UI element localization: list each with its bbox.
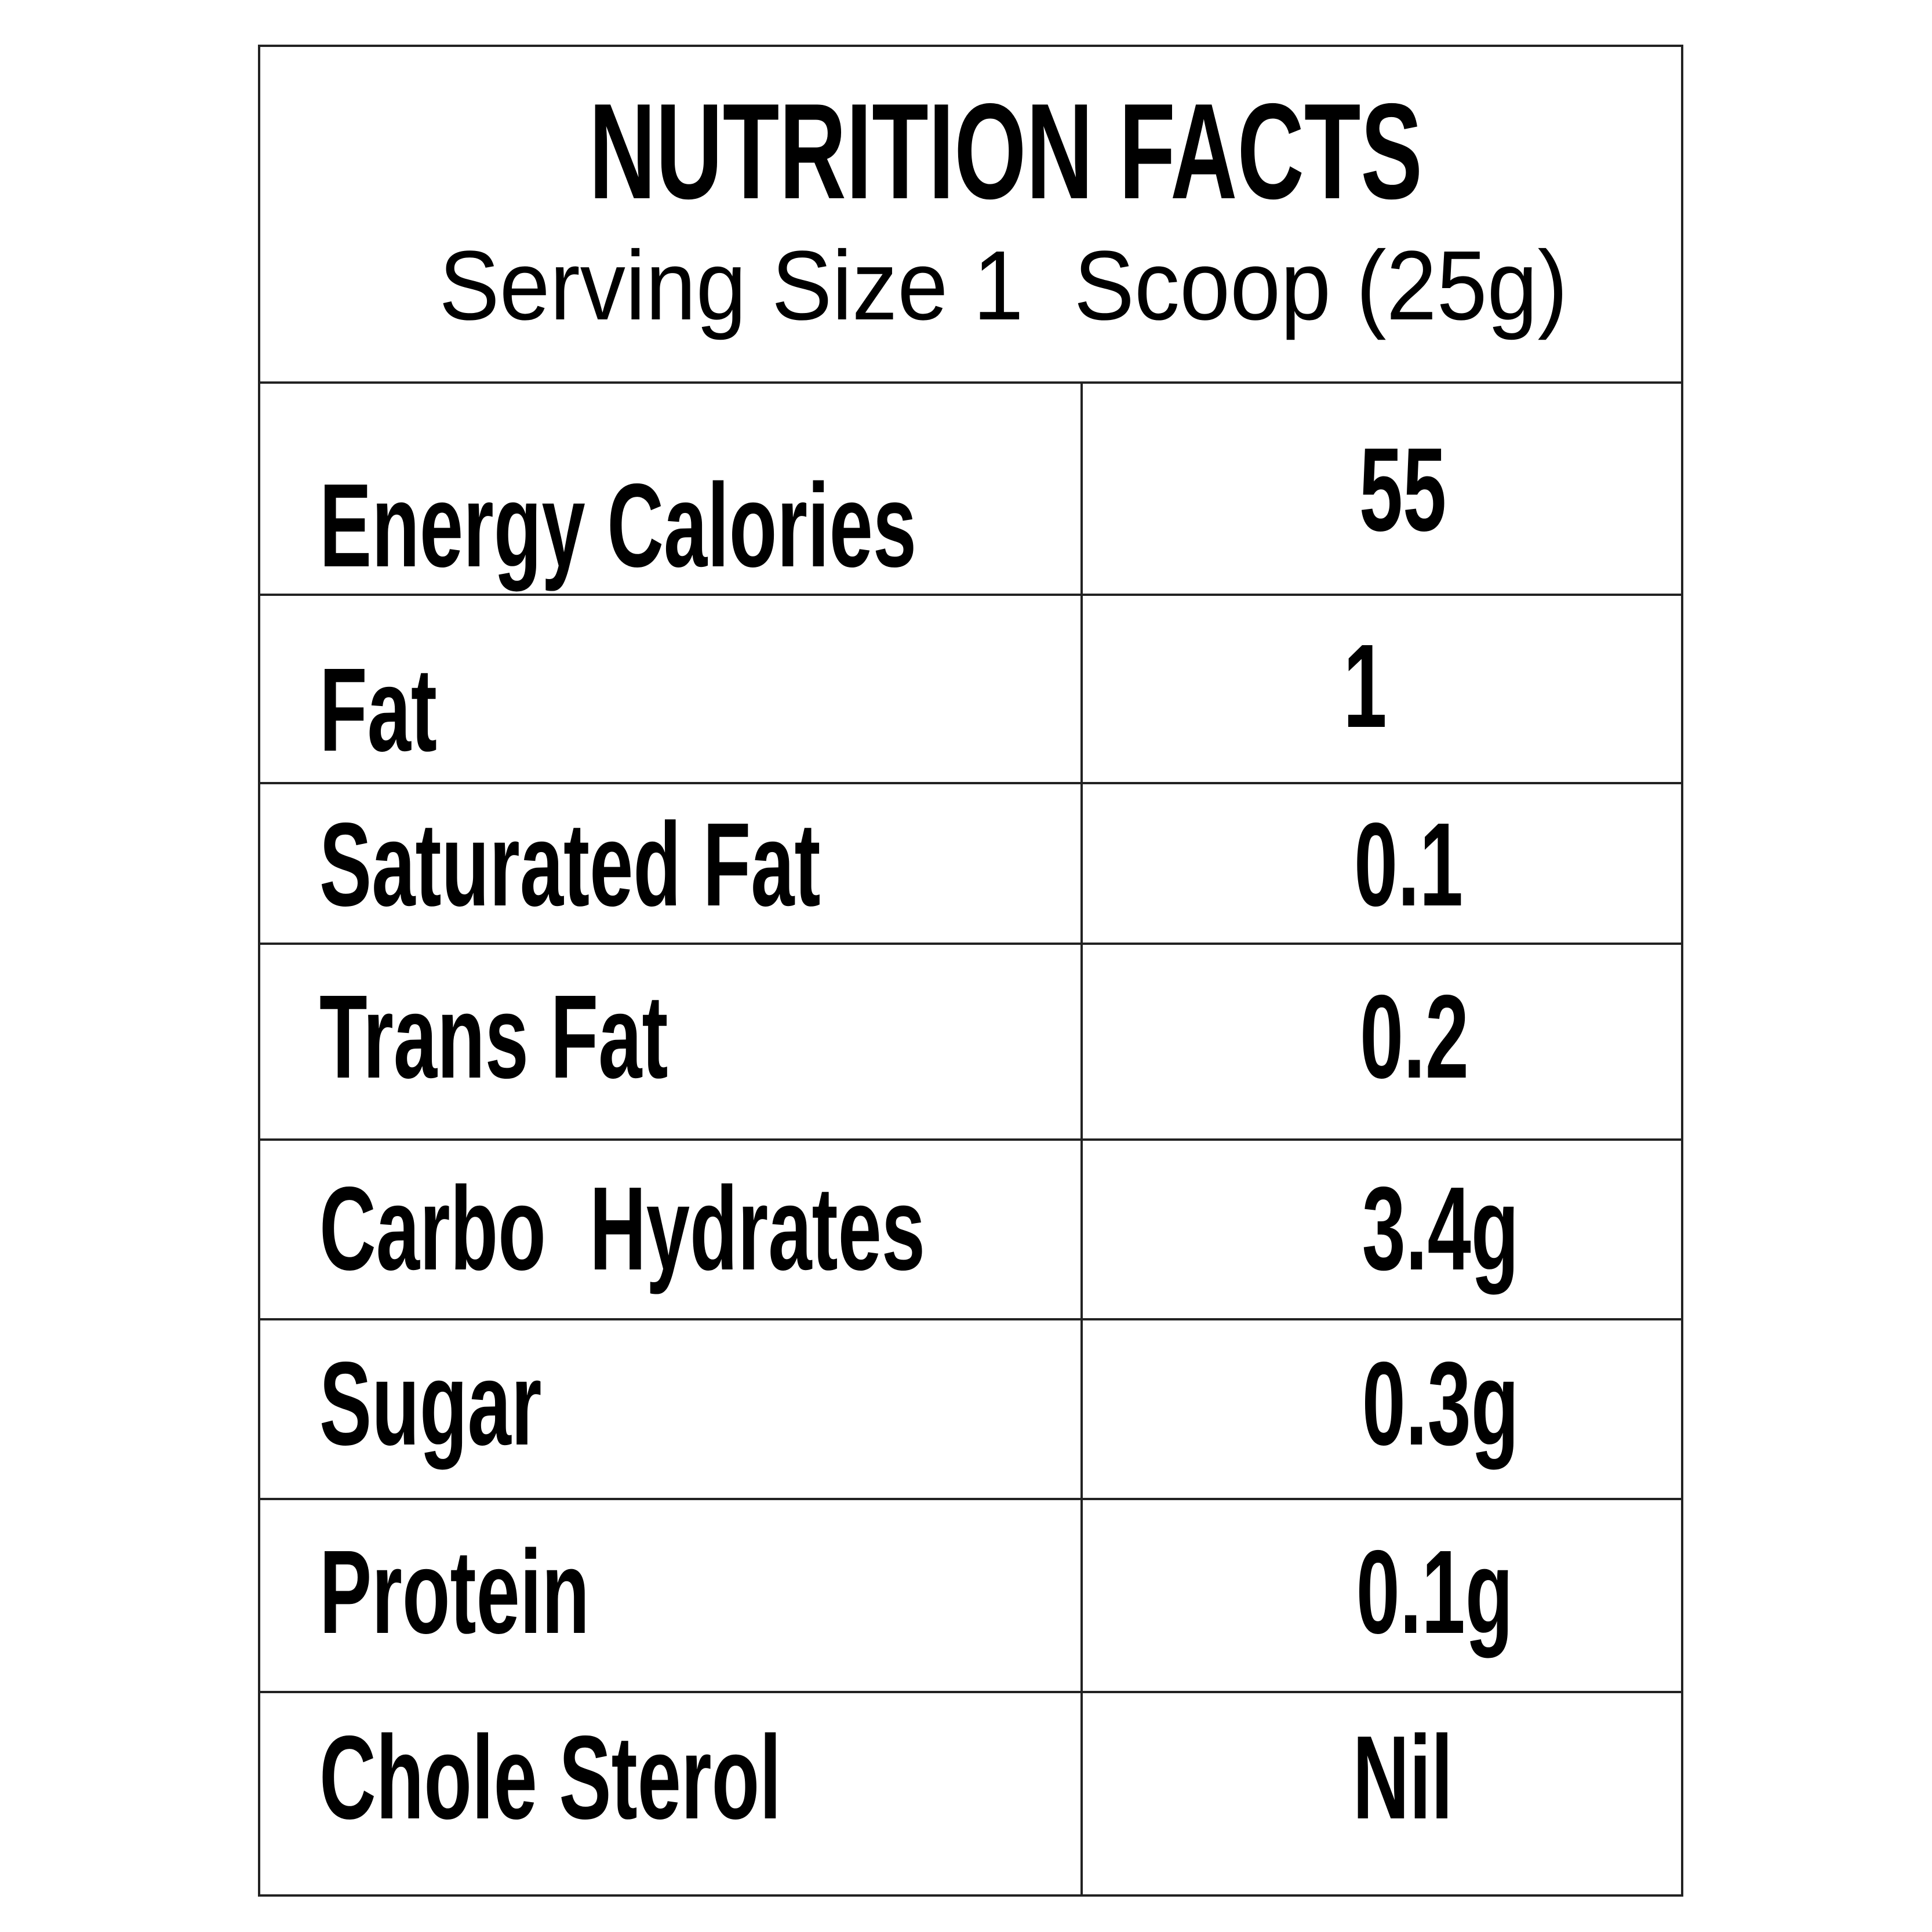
- nutrient-label: Saturated Fat: [319, 798, 821, 931]
- outer-border: [258, 45, 1683, 1897]
- nutrient-label: Fat: [319, 643, 437, 776]
- nutrient-value: 0.1g: [1356, 1526, 1513, 1658]
- nutrient-label: Chole Sterol: [319, 1711, 781, 1844]
- nutrient-label: Trans Fat: [319, 970, 668, 1103]
- serving-size: Serving Size 1 Scoop (25g): [439, 230, 1567, 340]
- nutrient-value: Nil: [1353, 1711, 1453, 1844]
- nutrient-label: Carbo Hydrates: [319, 1162, 925, 1295]
- nutrient-value: 0.3g: [1362, 1337, 1519, 1470]
- nutrient-value: 0.2: [1360, 970, 1469, 1103]
- nutrient-value: 3.4g: [1362, 1162, 1519, 1295]
- nutrient-value: 1: [1343, 620, 1387, 752]
- nutrient-label: Sugar: [319, 1337, 541, 1470]
- nutrient-label: Protein: [319, 1526, 590, 1658]
- nutrient-value: 55: [1359, 423, 1446, 556]
- nutrient-label: Energy Calories: [319, 459, 916, 592]
- nutrient-value: 0.1: [1354, 798, 1463, 931]
- title: NUTRITION FACTS: [589, 75, 1422, 227]
